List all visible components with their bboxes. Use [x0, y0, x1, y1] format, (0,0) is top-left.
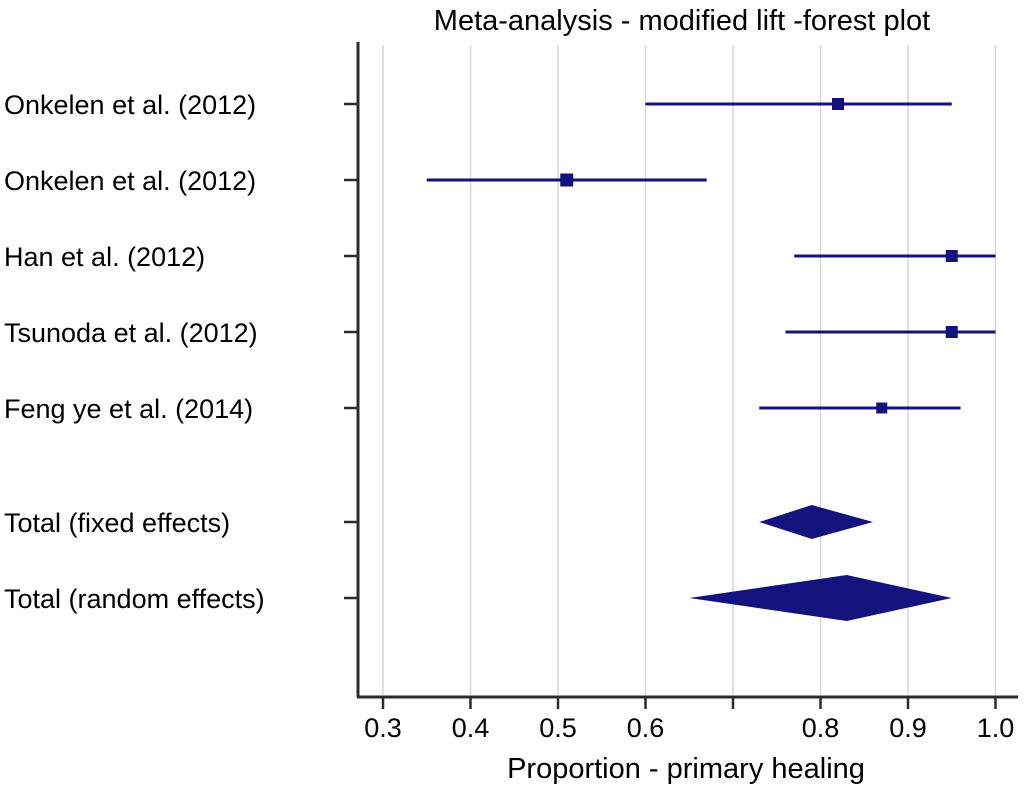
- total-label: Total (fixed effects): [4, 508, 230, 538]
- x-tick-label: 0.9: [889, 713, 927, 743]
- x-tick-label: 0.5: [539, 713, 577, 743]
- summary-diamond: [759, 505, 873, 539]
- study-label: Han et al. (2012): [4, 242, 205, 272]
- study-label: Onkelen et al. (2012): [4, 90, 256, 120]
- estimate-marker: [832, 98, 844, 110]
- x-tick-label: 0.4: [452, 713, 490, 743]
- total-label: Total (random effects): [4, 584, 265, 614]
- chart-title: Meta-analysis - modified lift -forest pl…: [433, 5, 931, 37]
- study-label: Tsunoda et al. (2012): [4, 318, 258, 348]
- x-tick-label: 1.0: [977, 713, 1015, 743]
- estimate-marker: [945, 326, 958, 338]
- estimate-marker: [560, 173, 574, 187]
- study-label: Feng ye et al. (2014): [4, 394, 253, 424]
- estimate-marker: [945, 250, 958, 262]
- x-axis-label: Proportion - primary healing: [507, 753, 865, 785]
- study-label: Onkelen et al. (2012): [4, 166, 256, 196]
- estimate-marker: [876, 402, 888, 414]
- summary-diamond: [689, 575, 952, 621]
- x-tick-label: 0.3: [364, 713, 402, 743]
- x-tick-label: 0.8: [802, 713, 840, 743]
- x-tick-label: 0.6: [627, 713, 665, 743]
